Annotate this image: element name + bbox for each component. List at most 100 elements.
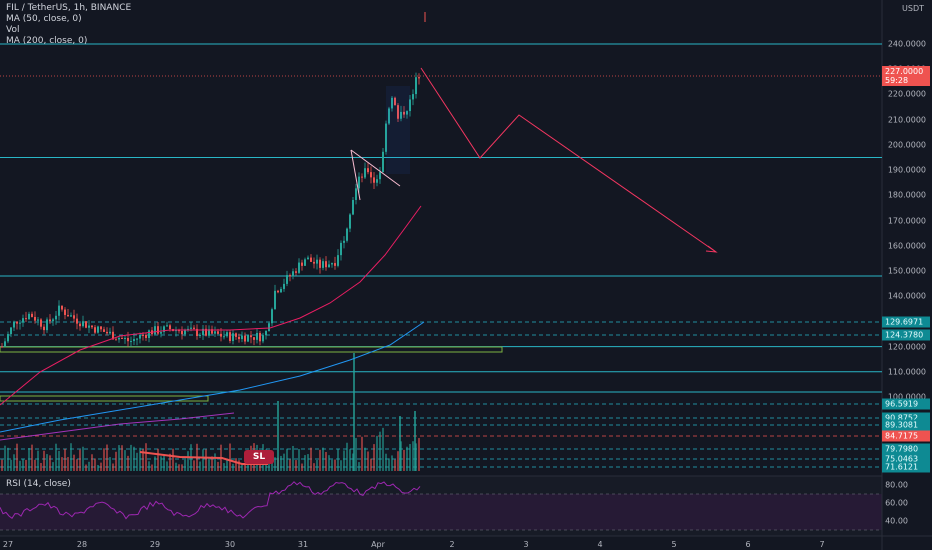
volume-bar-62 (187, 451, 189, 471)
projection-path (420, 67, 717, 253)
volume-bar-77 (232, 463, 234, 471)
time-tick-label: 3 (523, 540, 529, 549)
projection-arrow (705, 245, 718, 253)
price-level-badge: 79.7980 (882, 443, 930, 455)
price-tick-label: 240.0000 (887, 39, 926, 49)
candle-body-31 (94, 327, 96, 333)
candle-body-98 (295, 271, 297, 273)
candle-body-91 (274, 290, 276, 310)
candle-body-46 (139, 334, 141, 339)
volume-bar-105 (316, 459, 318, 471)
volume-bar-99 (298, 448, 300, 471)
volume-bar-48 (145, 443, 147, 471)
candle-body-116 (349, 214, 351, 229)
candle-body-132 (397, 105, 399, 119)
ma200-line (0, 321, 425, 433)
candle-body-86 (259, 332, 261, 342)
volume-bar-51 (154, 456, 156, 471)
volume-bar-69 (208, 457, 210, 471)
time-tick-label: 29 (149, 540, 161, 549)
indicator-ma50[interactable]: MA (50, close, 0) (6, 14, 82, 24)
volume-spike-3 (399, 416, 401, 471)
candle-body-125 (376, 179, 378, 183)
candle-body-2 (7, 334, 9, 342)
volume-bar-114 (343, 450, 345, 471)
volume-bar-81 (244, 464, 246, 471)
time-tick-label: Apr (371, 540, 385, 549)
indicator-ma200[interactable]: MA (200, close, 0) (6, 36, 88, 46)
volume-bar-108 (325, 452, 327, 471)
price-tick-label: 100.0000 (887, 392, 926, 402)
candle-body-36 (109, 331, 111, 334)
volume-bar-127 (382, 427, 384, 471)
candle-body-77 (232, 333, 234, 342)
candle-body-136 (409, 99, 411, 112)
candle-body-70 (211, 329, 213, 334)
volume-bar-47 (142, 449, 144, 471)
price-level-badge: 71.6121 (882, 461, 930, 473)
consolidation-box (386, 86, 410, 174)
rsi-legend[interactable]: RSI (14, close) (6, 479, 71, 489)
volume-bar-0 (1, 459, 3, 471)
volume-bar-16 (49, 455, 51, 471)
volume-bar-122 (367, 451, 369, 471)
price-tick-label: 200.0000 (887, 140, 926, 150)
demand-zone (0, 346, 503, 353)
candle-body-139 (418, 77, 420, 79)
symbol-title[interactable]: FIL / TetherUS, 1h, BINANCE (6, 3, 132, 13)
volume-bar-59 (178, 464, 180, 471)
candle-body-44 (133, 339, 135, 342)
candle-body-133 (400, 111, 402, 119)
volume-bar-54 (163, 455, 165, 471)
price-level-badge: 96.5919 (882, 398, 930, 410)
candle-body-48 (145, 334, 147, 338)
volume-bar-20 (61, 457, 63, 471)
volume-spike-1 (277, 401, 279, 471)
candle-body-85 (256, 332, 258, 340)
candle-body-4 (13, 321, 15, 328)
stop-loss-label[interactable]: SL (244, 450, 274, 464)
volume-bar-52 (157, 448, 159, 471)
volume-bar-66 (199, 461, 201, 471)
candle-body-131 (394, 97, 396, 106)
pattern-line-lower (350, 149, 361, 201)
time-tick-label: 30 (224, 540, 236, 549)
volume-bar-76 (229, 443, 231, 471)
price-tick-label: 110.0000 (887, 367, 926, 377)
candle-body-9 (28, 313, 30, 320)
currency-label: USDT (902, 4, 924, 13)
indicator-vol[interactable]: Vol (6, 25, 20, 35)
volume-bar-120 (361, 436, 363, 471)
volume-bar-23 (70, 443, 72, 471)
candle-body-10 (31, 313, 33, 317)
candle-body-110 (331, 263, 333, 265)
candle-body-137 (412, 94, 414, 100)
candle-body-134 (403, 111, 405, 115)
volume-bar-72 (217, 461, 219, 471)
volume-bar-45 (136, 452, 138, 471)
volume-bar-96 (289, 459, 291, 471)
volume-bar-2 (7, 447, 9, 471)
time-tick-label: 27 (2, 540, 14, 549)
volume-bar-130 (391, 455, 393, 471)
candle-body-96 (289, 275, 291, 277)
candle-body-43 (130, 341, 132, 343)
candle-body-97 (292, 271, 294, 277)
rsi-line (0, 481, 421, 520)
volume-bar-129 (388, 458, 390, 471)
volume-bar-26 (79, 449, 81, 471)
volume-bar-33 (100, 462, 102, 471)
candle-body-13 (40, 319, 42, 327)
volume-bar-6 (19, 460, 21, 471)
candle-body-25 (76, 318, 78, 324)
volume-bar-37 (112, 463, 114, 471)
volume-bar-100 (301, 463, 303, 471)
candle-body-126 (379, 172, 381, 180)
volume-bar-123 (370, 458, 372, 471)
volume-bar-13 (40, 463, 42, 471)
volume-bar-24 (73, 454, 75, 471)
candle-body-135 (406, 111, 408, 115)
candle-body-5 (16, 321, 18, 324)
candle-body-81 (244, 335, 246, 342)
